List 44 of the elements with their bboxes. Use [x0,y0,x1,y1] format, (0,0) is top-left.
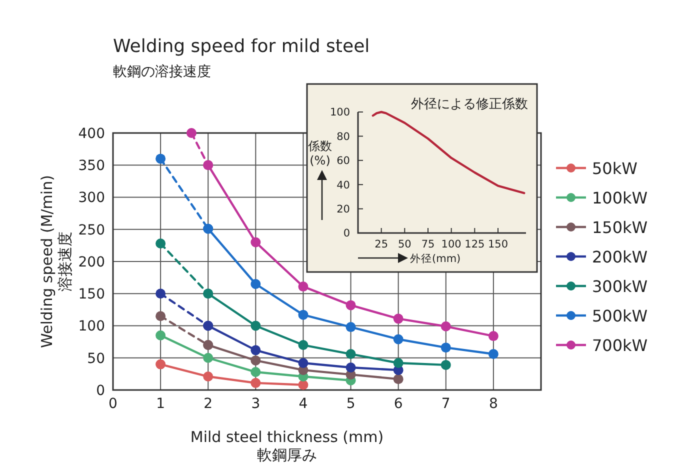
legend-label: 200kW [592,248,648,266]
legend-label: 700kW [592,336,648,355]
x-axis-title: Mild steel thickness (mm) 軟鋼厚み [190,428,384,464]
legend-label: 300kW [592,277,648,296]
y-tick-label: 20 [336,203,350,216]
x-tick-label: 6 [394,396,403,412]
chart-title: 外径による修正係数 [411,97,528,112]
y-tick-label: 400 [78,126,105,142]
x-tick-label: 150 [488,238,508,250]
x-tick-label: 3 [251,396,260,412]
legend-label: 100kW [592,188,648,208]
y-tick-label: 80 [336,130,350,143]
y-tick-label: 0 [96,382,105,399]
x-tick-label: 4 [298,396,308,412]
y-tick-label: 100 [78,318,105,335]
y-tick-label: 40 [336,179,350,192]
y-tick-label: 50 [87,350,105,367]
y-axis-title: 係数 (%) [307,139,332,168]
x-tick-label: 8 [488,396,498,412]
x-tick-label: 2 [204,396,213,412]
x-tick-label: 100 [441,238,462,250]
x-tick-label: 75 [421,238,435,250]
y-tick-label: 150 [78,286,105,303]
y-tick-label: 100 [330,106,350,119]
y-tick-label: 350 [78,158,105,174]
legend-label: 500kW [592,306,648,326]
y-tick-label: 60 [336,155,350,168]
chart-title: Welding speed for mild steel [113,36,370,57]
y-tick-label: 300 [78,190,105,206]
x-tick-label: 1 [156,396,166,412]
x-tick-label: 25 [374,238,388,250]
x-tick-label: 125 [464,238,485,250]
y-tick-label: 250 [78,222,105,238]
x-tick-label: 0 [108,396,118,412]
chart-subtitle: 軟鋼の溶接速度 [113,64,211,80]
x-tick-label: 7 [441,396,450,412]
y-tick-label: 200 [78,254,105,270]
x-tick-label: 5 [346,396,356,412]
y-axis-title: Welding speed (M/min) 溶接速度 [38,175,74,348]
legend-label: 150kW [592,218,648,237]
legend-label: 50kW [592,159,638,178]
x-axis-title: 外径(mm) [410,253,461,265]
y-tick-label: 0 [343,228,350,240]
x-tick-label: 50 [398,238,412,250]
